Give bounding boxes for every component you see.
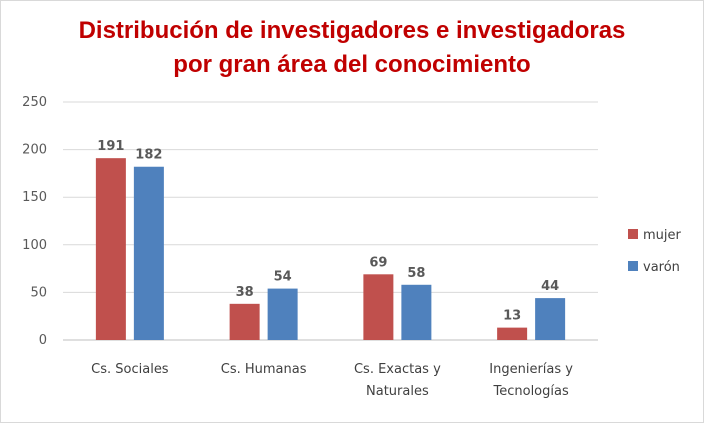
y-tick-label-150: 150 <box>22 190 47 205</box>
bar-mujer-1 <box>229 303 260 340</box>
data-label-mujer-3: 13 <box>503 309 521 324</box>
legend-swatch-mujer <box>628 229 638 239</box>
bar-mujer-2 <box>363 274 394 340</box>
legend-swatch-varón <box>628 261 638 271</box>
bar-mujer-3 <box>497 327 528 340</box>
y-tick-label-50: 50 <box>30 285 47 300</box>
category-label-1-line-0: Cs. Humanas <box>221 362 307 377</box>
y-tick-label-250: 250 <box>22 95 47 110</box>
y-tick-label-100: 100 <box>22 238 47 253</box>
data-label-varón-2: 58 <box>407 266 425 281</box>
category-label-2-line-0: Cs. Exactas y <box>354 362 441 377</box>
bar-varón-2 <box>401 284 432 340</box>
category-label-2-line-1: Naturales <box>366 384 429 399</box>
y-tick-label-200: 200 <box>22 143 47 158</box>
legend-label-mujer: mujer <box>643 228 682 243</box>
bar-varón-3 <box>535 298 566 340</box>
category-label-3-line-0: Ingenierías y <box>489 362 573 377</box>
y-tick-label-0: 0 <box>39 333 47 348</box>
data-label-mujer-2: 69 <box>369 255 387 270</box>
bar-varón-0 <box>133 166 164 340</box>
category-label-3-line-1: Tecnologías <box>493 384 569 399</box>
data-label-mujer-0: 191 <box>97 139 124 154</box>
bar-varón-1 <box>267 288 298 340</box>
chart-title-line-2: por gran área del conocimiento <box>173 51 531 78</box>
data-label-varón-1: 54 <box>274 270 292 285</box>
data-label-varón-3: 44 <box>541 279 559 294</box>
bar-mujer-0 <box>95 158 126 340</box>
data-label-mujer-1: 38 <box>236 285 254 300</box>
data-label-varón-0: 182 <box>135 148 162 163</box>
legend-label-varón: varón <box>643 260 680 275</box>
chart-title-line-1: Distribución de investigadores e investi… <box>78 17 626 44</box>
category-label-0-line-0: Cs. Sociales <box>91 362 169 377</box>
